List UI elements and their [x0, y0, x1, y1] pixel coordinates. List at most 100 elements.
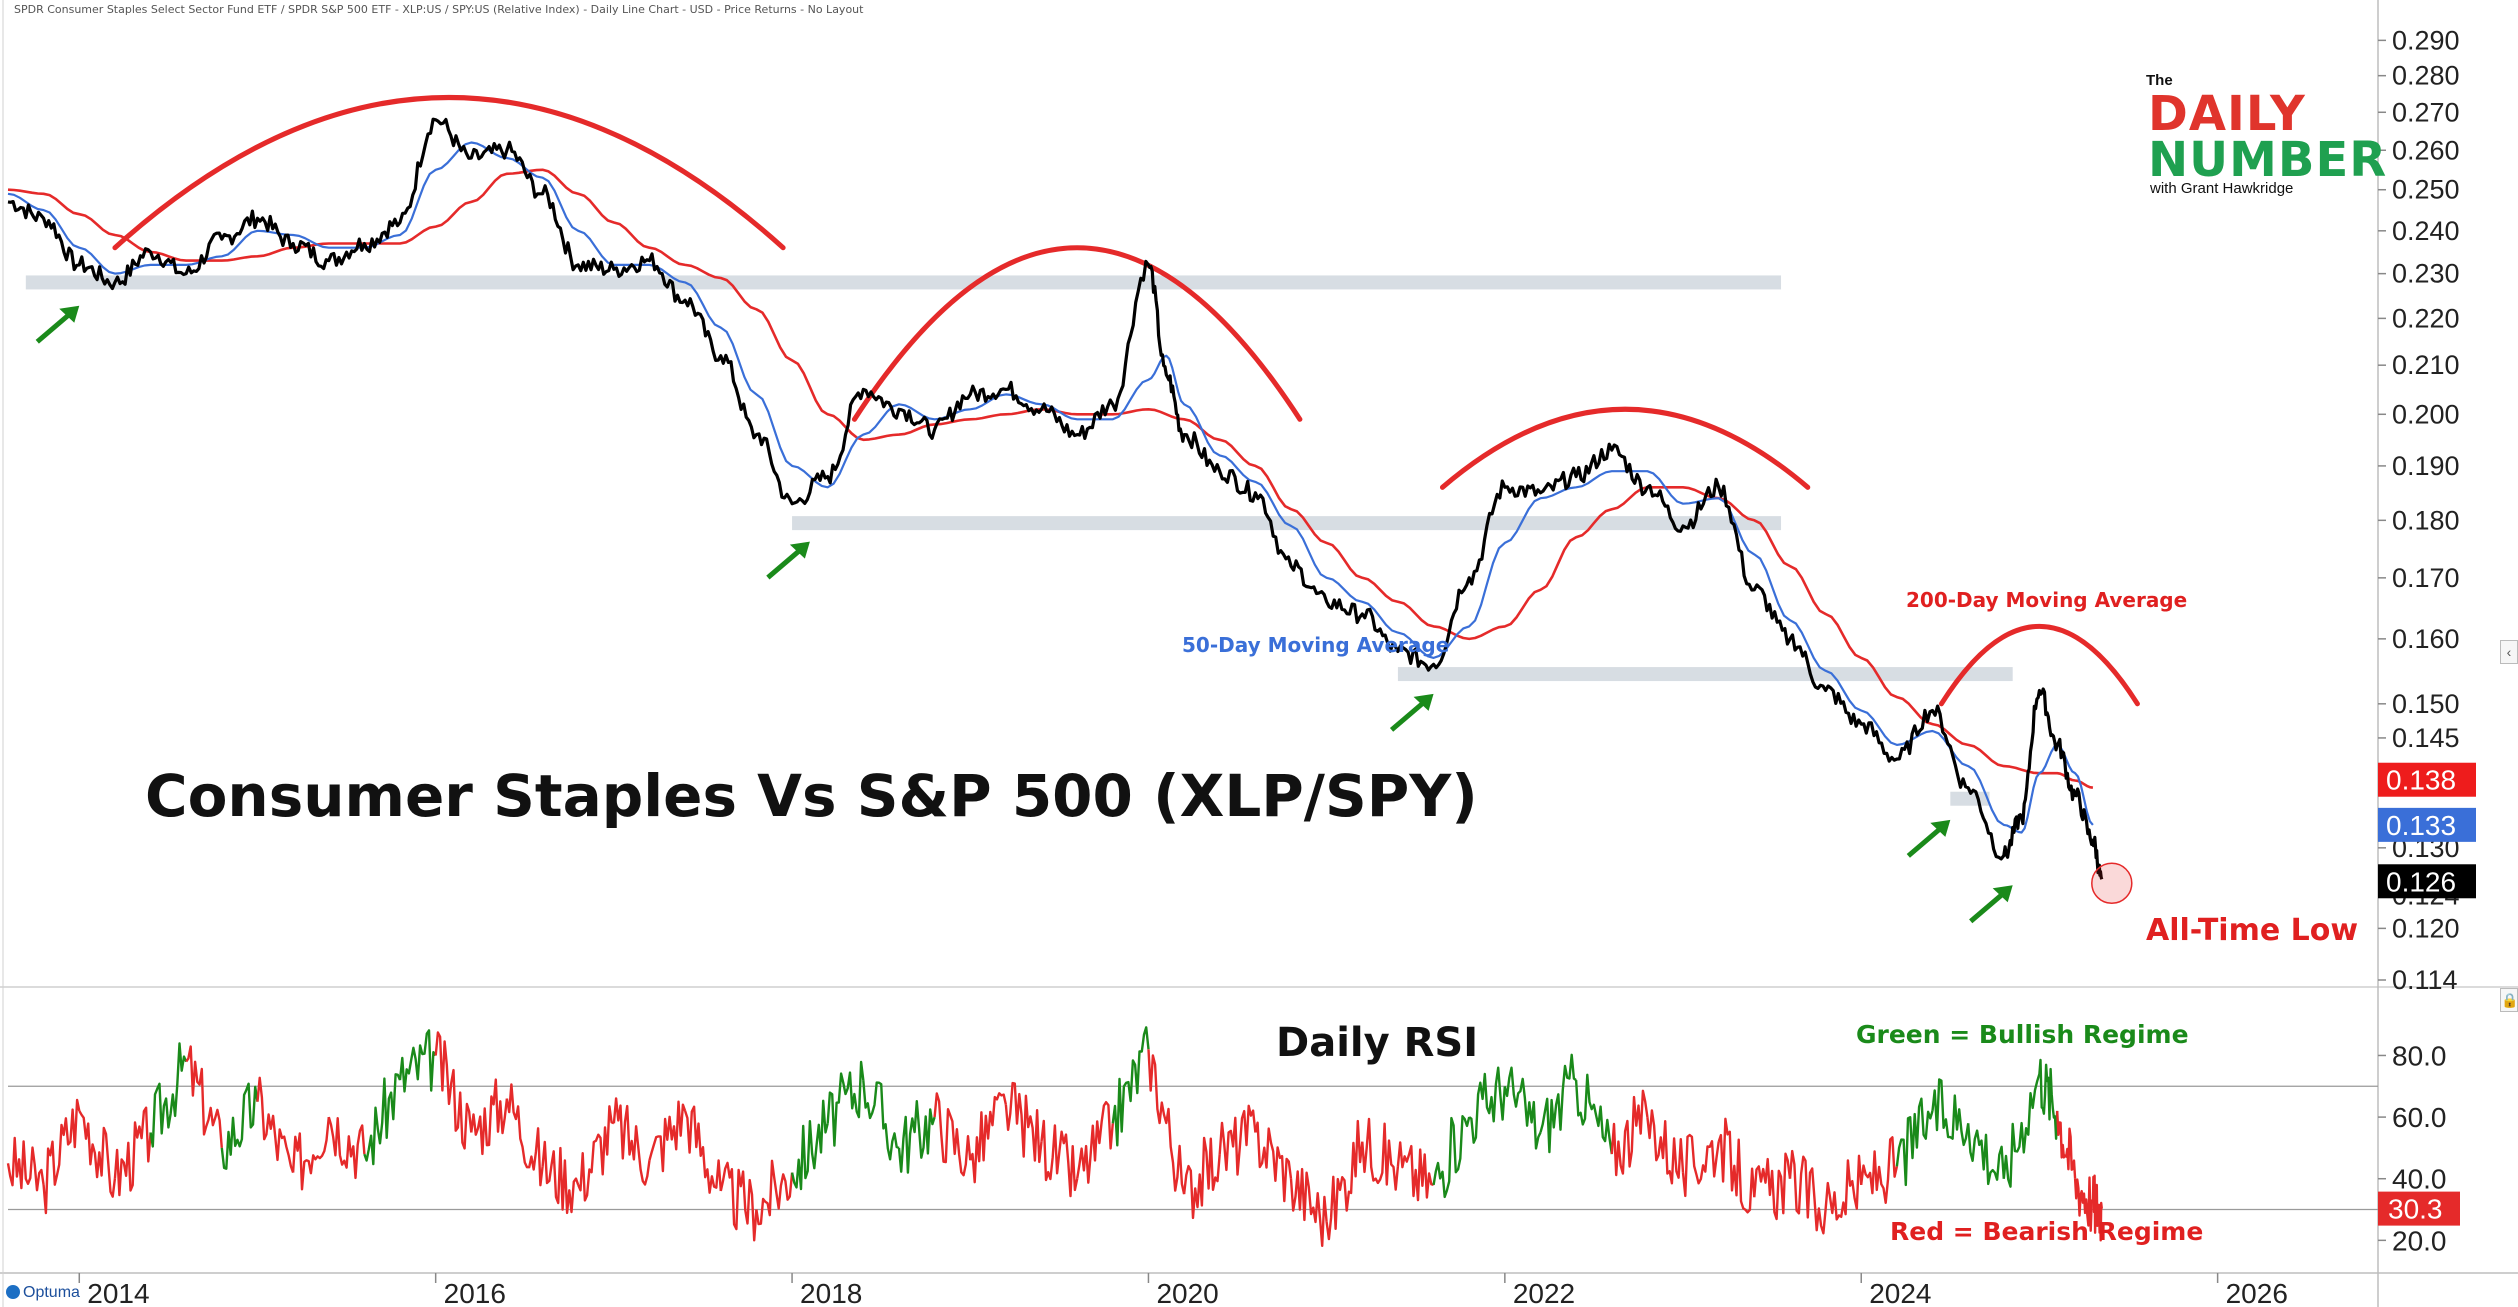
x-tick-label-3: 2020: [1156, 1278, 1218, 1307]
rsi-segment-1: [6, 1136, 45, 1192]
support-arrow-head-2: [1413, 693, 1434, 711]
rsi-segment-30: [1040, 1119, 1079, 1198]
last-value-label-0: 0.138: [2386, 765, 2456, 796]
y-tick-label-12: 0.170: [2392, 563, 2460, 593]
rsi-segment-35: [1218, 1104, 1257, 1176]
all-time-low-annotation: All-Time Low: [2146, 913, 2359, 948]
rsi-panel-title: Daily RSI: [1276, 1020, 1479, 1066]
rsi-tick-label-0: 80.0: [2392, 1040, 2447, 1071]
rsi-segment-19: [648, 1100, 687, 1173]
rsi-segment-4: [113, 1106, 152, 1197]
chart-title: Consumer Staples Vs S&P 500 (XLP/SPY): [145, 762, 1478, 830]
last-value-box-0: [2378, 762, 2476, 797]
rsi-segment-5: [149, 1042, 188, 1148]
rsi-segment-47: [1646, 1109, 1685, 1185]
lock-icon[interactable]: 🔒: [2500, 988, 2518, 1012]
rsi-segment-50: [1753, 1152, 1792, 1221]
price-line: [7, 117, 2104, 880]
x-tick-label-4: 2022: [1513, 1278, 1575, 1307]
rsi-segment-11: [363, 1073, 402, 1166]
rsi-last-value-label: 30.3: [2388, 1194, 2443, 1225]
rsi-segment-54: [1895, 1097, 1934, 1187]
x-tick-label-2: 2018: [800, 1278, 862, 1307]
support-arrow-shaft-3: [1906, 824, 1944, 858]
y-tick-label-19: 0.114: [2392, 965, 2458, 995]
y-tick-label-6: 0.230: [2392, 259, 2460, 289]
y-tick-label-1: 0.280: [2392, 61, 2460, 91]
collapse-panel-icon[interactable]: ‹: [2500, 640, 2518, 664]
x-tick-label-6: 2026: [2226, 1278, 2288, 1307]
rsi-segment-22: [755, 1159, 794, 1226]
rsi-segment-58: [2038, 1058, 2059, 1140]
last-value-label-2: 0.126: [2386, 866, 2456, 897]
ma200-line: [7, 168, 2094, 789]
rsi-segment-12: [398, 1029, 437, 1093]
rsi-segment-49: [1717, 1117, 1756, 1214]
resistance-arc-2: [1439, 406, 1811, 490]
rsi-segment-16: [541, 1140, 580, 1215]
optuma-logo-icon: [6, 1285, 20, 1299]
rsi-segment-28: [969, 1092, 1008, 1184]
support-arrow-head-0: [59, 305, 80, 323]
ma200-annotation: 200-Day Moving Average: [1906, 588, 2188, 612]
rsi-segment-37: [1289, 1167, 1328, 1247]
rsi-segment-48: [1681, 1133, 1720, 1198]
rsi-segment-14: [470, 1078, 509, 1156]
x-tick-label-5: 2024: [1869, 1278, 1931, 1307]
rsi-segment-27: [933, 1092, 972, 1177]
rsi-segment-29: [1004, 1081, 1043, 1164]
chart-header: SPDR Consumer Staples Select Sector Fund…: [14, 3, 864, 16]
rsi-segment-56: [1967, 1123, 2005, 1186]
bullish-regime-annotation: Green = Bullish Regime: [1856, 1020, 2189, 1049]
y-tick-label-8: 0.210: [2392, 350, 2460, 380]
rsi-tick-label-2: 40.0: [2392, 1164, 2447, 1195]
x-tick-label-0: 2014: [87, 1278, 149, 1307]
rsi-segment-9: [291, 1116, 330, 1191]
optuma-brand: Optuma: [6, 1284, 80, 1302]
rsi-segment-25: [862, 1079, 900, 1161]
logo-daily: DAILY: [2148, 86, 2306, 142]
rsi-segment-18: [612, 1097, 651, 1186]
rsi-segment-38: [1325, 1119, 1364, 1241]
last-value-label-1: 0.133: [2386, 810, 2456, 841]
support-arrow-head-1: [789, 541, 810, 559]
support-arrow-shaft-4: [1969, 890, 2007, 924]
rsi-segment-15: [505, 1083, 544, 1187]
rsi-segment-43: [1503, 1066, 1542, 1150]
rsi-segment-21: [719, 1161, 758, 1242]
y-tick-label-5: 0.240: [2392, 216, 2460, 246]
optuma-label: Optuma: [23, 1284, 80, 1301]
support-arrow-head-3: [1930, 819, 1951, 837]
rsi-tick-label-1: 60.0: [2392, 1102, 2447, 1133]
rsi-segment-34: [1182, 1136, 1221, 1220]
support-arrow-shaft-0: [35, 310, 73, 344]
logo-the: The: [2146, 72, 2173, 89]
y-tick-label-2: 0.270: [2392, 97, 2460, 127]
rsi-segment-7: [220, 1082, 259, 1170]
rsi-segment-41: [1432, 1115, 1471, 1199]
rsi-segment-36: [1254, 1121, 1293, 1203]
ma50-annotation: 50-Day Moving Average: [1182, 633, 1450, 657]
y-tick-label-11: 0.180: [2392, 505, 2460, 535]
support-band-0: [25, 275, 1782, 290]
resistance-arc-1: [851, 245, 1303, 422]
rsi-segment-23: [790, 1099, 829, 1191]
support-arrow-shaft-1: [766, 546, 804, 580]
rsi-segment-40: [1396, 1141, 1434, 1202]
rsi-segment-55: [1931, 1078, 1970, 1147]
rsi-segment-39: [1361, 1117, 1400, 1191]
y-tick-label-10: 0.190: [2392, 451, 2460, 481]
rsi-segment-24: [826, 1060, 865, 1147]
rsi-segment-44: [1539, 1053, 1577, 1154]
rsi-segment-8: [256, 1076, 295, 1173]
y-tick-label-9: 0.200: [2392, 399, 2460, 429]
all-time-low-marker: [2091, 862, 2133, 905]
y-tick-label-13: 0.160: [2392, 624, 2460, 654]
rsi-segment-51: [1788, 1149, 1827, 1235]
rsi-segment-2: [42, 1098, 81, 1215]
rsi-segment-42: [1468, 1066, 1506, 1144]
support-arrow-shaft-2: [1389, 698, 1428, 732]
rsi-segment-17: [577, 1105, 615, 1202]
rsi-segment-10: [327, 1116, 366, 1180]
